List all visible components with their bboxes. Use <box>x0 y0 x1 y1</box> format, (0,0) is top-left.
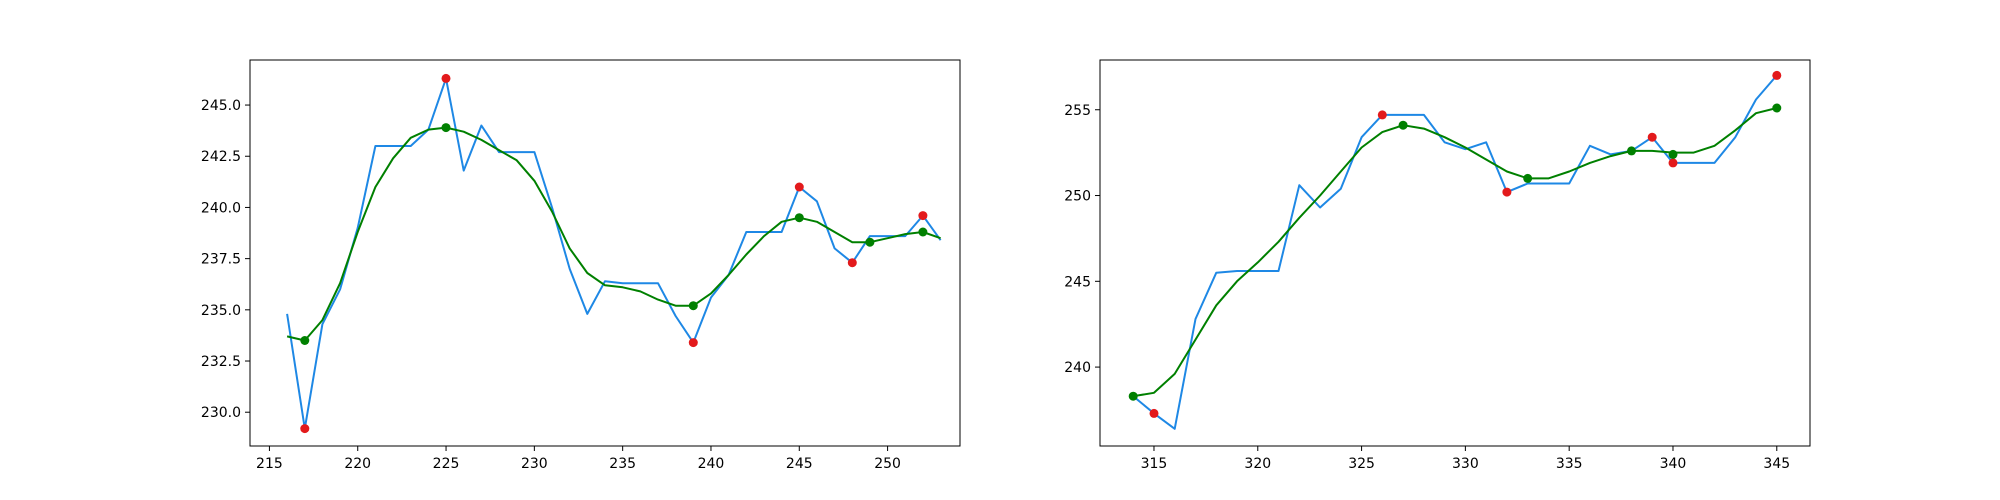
plot-frame <box>1099 59 1811 447</box>
y-tick-label: 255 <box>1064 103 1091 119</box>
data-point <box>1128 391 1138 401</box>
x-tick-label: 220 <box>344 456 371 472</box>
data-point <box>688 338 698 348</box>
data-point <box>794 182 804 192</box>
data-point <box>688 301 698 311</box>
data-point <box>1647 132 1657 142</box>
x-tick-label: 320 <box>1244 456 1271 472</box>
y-tick-label: 250 <box>1064 189 1091 205</box>
x-tick-label: 240 <box>698 456 725 472</box>
data-point <box>1668 158 1678 168</box>
data-point <box>847 258 857 268</box>
data-point <box>865 237 875 247</box>
series-line-1 <box>1133 107 1778 398</box>
x-tick-label: 235 <box>609 456 636 472</box>
x-tick-label: 250 <box>874 456 901 472</box>
plot-frame <box>249 59 961 447</box>
chart-panel-right: 315 320 325 330 335 340 345 240 245 250 255 <box>1064 59 1811 472</box>
data-point <box>1523 173 1533 183</box>
data-point <box>1398 120 1408 130</box>
data-point <box>300 336 310 345</box>
data-point <box>441 123 451 133</box>
series-line-0 <box>286 77 942 430</box>
data-point <box>1627 146 1636 156</box>
data-point <box>1377 110 1387 120</box>
data-point <box>1668 149 1678 159</box>
chart-panel-left: 215 220 225 230 235 240 245 250 230.0 232.5 235.0 2… <box>201 59 961 472</box>
data-point <box>300 424 310 434</box>
x-tick-label: 315 <box>1141 456 1168 472</box>
x-tick-label: 230 <box>521 456 548 472</box>
y-tick-label: 245 <box>1064 274 1091 290</box>
x-tick-label: 340 <box>1660 456 1687 472</box>
y-tick-label: 232.5 <box>201 354 241 370</box>
data-point <box>1502 187 1512 197</box>
y-tick-label: 235.0 <box>201 303 241 319</box>
series-line-0 <box>1132 74 1778 430</box>
x-tick-label: 330 <box>1452 456 1479 472</box>
x-tick-label: 345 <box>1763 456 1790 472</box>
y-tick-label: 242.5 <box>201 149 241 165</box>
x-tick-label: 215 <box>256 456 283 472</box>
data-point <box>441 73 451 83</box>
data-point <box>794 213 804 223</box>
data-point <box>1772 70 1782 80</box>
data-point <box>1772 103 1782 113</box>
data-point <box>918 227 928 237</box>
series-line-1 <box>286 126 941 342</box>
x-tick-label: 325 <box>1348 456 1375 472</box>
data-point <box>918 211 928 221</box>
y-tick-label: 240 <box>1064 360 1091 376</box>
y-tick-label: 230.0 <box>201 405 241 421</box>
data-point <box>1149 408 1159 418</box>
x-tick-label: 225 <box>433 456 460 472</box>
x-tick-label: 245 <box>786 456 813 472</box>
y-tick-label: 240.0 <box>201 200 241 216</box>
y-tick-label: 237.5 <box>201 252 241 268</box>
y-tick-label: 245.0 <box>201 98 241 114</box>
x-tick-label: 335 <box>1556 456 1583 472</box>
